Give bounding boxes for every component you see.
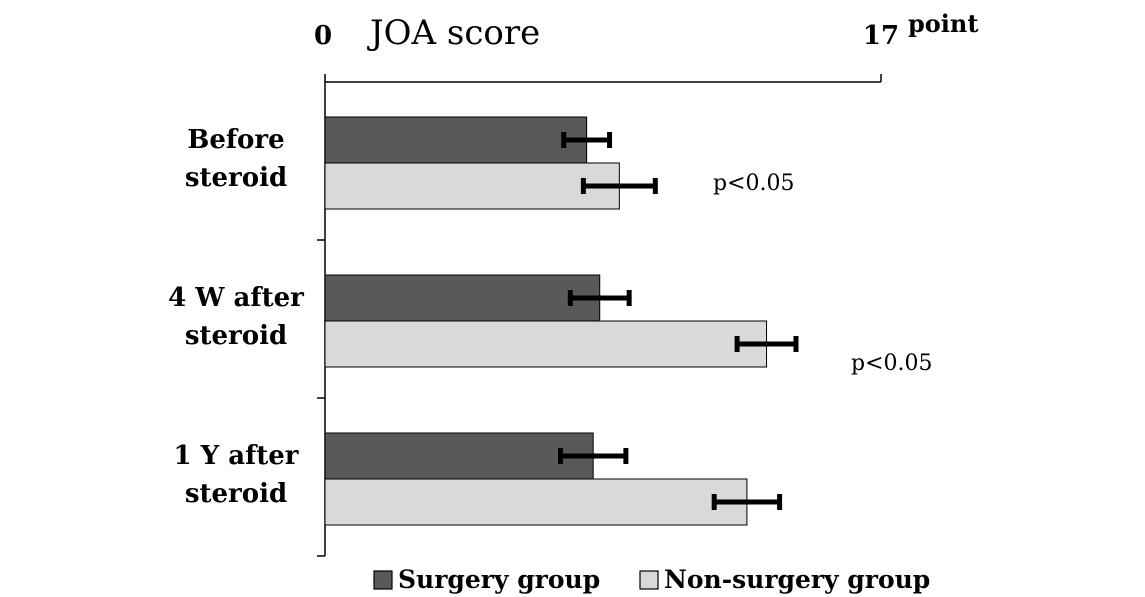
category-label: Before (187, 125, 284, 155)
axis-min-label: 0 (314, 21, 332, 51)
left-axis-ticks (317, 239, 325, 557)
surgery-bar (324, 432, 594, 480)
surgery-bar (324, 274, 601, 322)
legend-swatch (373, 570, 393, 590)
annotations: p<0.05 p<0.05 (713, 171, 933, 376)
surgery-bar (324, 116, 588, 164)
legend-swatch (639, 570, 659, 590)
category-label: 4 W after (168, 283, 304, 313)
bars (324, 116, 768, 526)
error-bars (557, 132, 799, 510)
axis-max-label: 17 (863, 21, 899, 51)
axis-unit-label: point (908, 9, 978, 38)
p-value-annotation: p<0.05 (713, 171, 795, 196)
legend-label: Non-surgery group (664, 565, 930, 594)
category-label: steroid (185, 321, 287, 351)
category-label: steroid (185, 163, 287, 193)
chart-title: JOA score (367, 13, 540, 53)
legend-label: Surgery group (398, 565, 600, 594)
non-surgery-bar (324, 478, 748, 526)
category-labels: Before steroid 4 W after steroid 1 Y after st… (168, 125, 304, 509)
category-label: steroid (185, 479, 287, 509)
non-surgery-bar (324, 162, 620, 210)
legend: Surgery group Non-surgery group (373, 565, 930, 594)
p-value-annotation: p<0.05 (851, 351, 933, 376)
category-label: 1 Y after (173, 441, 298, 471)
non-surgery-bar (324, 320, 768, 368)
